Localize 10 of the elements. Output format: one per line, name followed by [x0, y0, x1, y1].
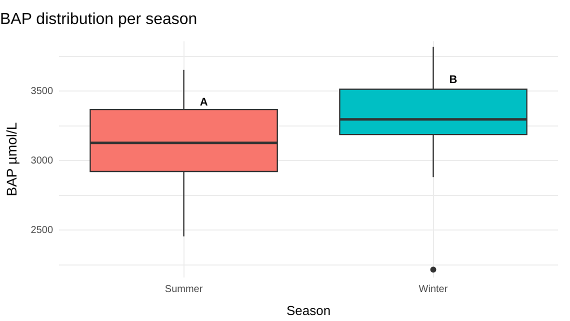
- y-tick-label: 3000: [30, 155, 54, 166]
- x-tick-label: Summer: [164, 284, 204, 296]
- x-axis-title: Season: [286, 302, 331, 318]
- chart-title: BAP distribution per season: [0, 11, 198, 28]
- y-tick-label: 3500: [30, 86, 54, 97]
- x-tick-label: Winter: [418, 284, 448, 296]
- annotation: B: [449, 74, 458, 86]
- annotation: A: [200, 96, 208, 108]
- y-tick-label: 2500: [30, 224, 54, 236]
- y-axis-title: BAP µmol/L: [3, 122, 20, 196]
